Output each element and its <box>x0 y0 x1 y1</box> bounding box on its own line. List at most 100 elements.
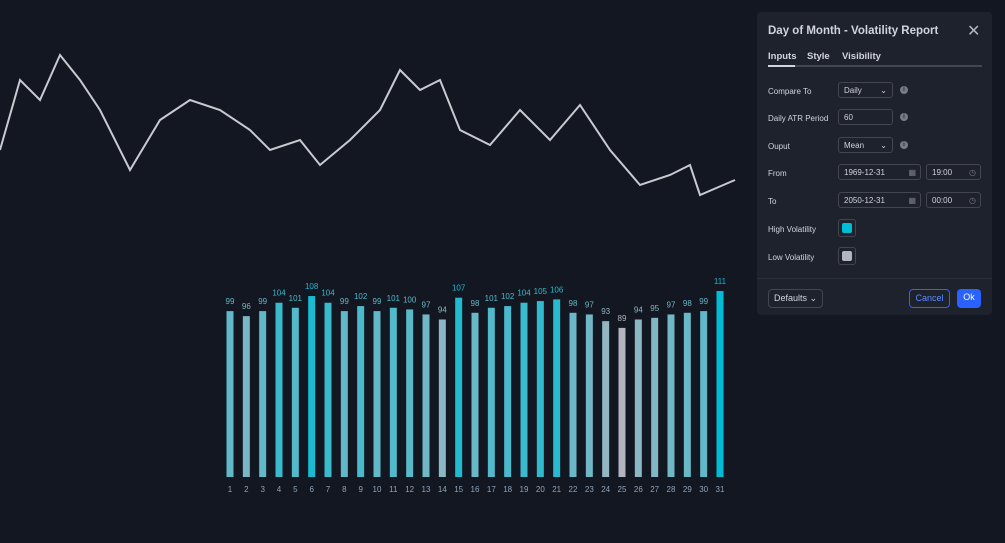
value-label: 97 <box>585 300 594 309</box>
tab[interactable]: Style <box>807 51 830 62</box>
bar <box>667 314 675 477</box>
cancel-button[interactable]: Cancel <box>909 289 950 308</box>
defaults-dropdown[interactable]: Defaults ⌄ <box>768 289 823 308</box>
bar <box>618 327 626 477</box>
value: Defaults <box>774 293 808 303</box>
x-tick-label: 27 <box>650 485 659 494</box>
label: Low Volatility <box>768 253 815 262</box>
x-tick-label: 14 <box>438 485 447 494</box>
bar <box>683 312 691 477</box>
color-swatch[interactable] <box>838 247 856 265</box>
x-tick-label: 22 <box>569 485 578 494</box>
value-label: 101 <box>289 294 303 303</box>
bar <box>700 311 708 477</box>
dropdown[interactable]: Daily ⌄ <box>838 82 893 98</box>
x-tick-label: 23 <box>585 485 594 494</box>
label: Ouput <box>768 142 790 151</box>
bar <box>504 306 512 477</box>
value-label: 97 <box>667 300 676 309</box>
settings-dialog: Day of Month - Volatility Report ✕ Input… <box>757 12 992 315</box>
x-tick-label: 18 <box>503 485 512 494</box>
info-icon[interactable]: i <box>900 141 908 149</box>
x-tick-label: 28 <box>667 485 676 494</box>
value-label: 95 <box>650 304 659 313</box>
x-tick-label: 26 <box>634 485 643 494</box>
value-label: 102 <box>501 292 515 301</box>
x-tick-label: 11 <box>389 485 398 494</box>
value: 2050-12-31 <box>844 196 885 205</box>
x-tick-label: 24 <box>601 485 610 494</box>
x-tick-label: 10 <box>373 485 382 494</box>
ok-button[interactable]: Ok <box>957 289 981 308</box>
label: From <box>768 169 787 178</box>
x-tick-label: 25 <box>618 485 627 494</box>
close-button[interactable]: ✕ <box>967 23 981 40</box>
value-label: 94 <box>438 305 447 314</box>
bar <box>585 314 593 477</box>
value-label: 104 <box>517 289 531 298</box>
label: High Volatility <box>768 225 817 234</box>
x-tick-label: 17 <box>487 485 496 494</box>
value-label: 108 <box>305 282 319 291</box>
tab[interactable]: Inputs <box>768 51 797 62</box>
x-tick-label: 13 <box>422 485 431 494</box>
tab[interactable]: Visibility <box>842 51 881 62</box>
x-tick-label: 19 <box>520 485 529 494</box>
value: 00:00 <box>932 196 953 205</box>
value-label: 98 <box>471 299 480 308</box>
bar <box>536 301 544 477</box>
tab-bar <box>768 65 982 67</box>
dialog-title: Day of Month - Volatility Report <box>768 25 939 37</box>
info-icon[interactable]: i <box>900 113 908 121</box>
x-tick-label: 20 <box>536 485 545 494</box>
bar <box>634 319 642 477</box>
value-label: 99 <box>373 297 382 306</box>
value: 1969-12-31 <box>844 168 885 177</box>
dropdown[interactable]: Mean ⌄ <box>838 137 893 153</box>
date-input[interactable]: 2050-12-31 ▦ <box>838 192 921 208</box>
bar <box>651 317 659 477</box>
bar <box>422 314 430 477</box>
color-swatch[interactable] <box>838 219 856 237</box>
time-input[interactable]: 19:00 ◷ <box>926 164 981 180</box>
date-input[interactable]: 1969-12-31 ▦ <box>838 164 921 180</box>
x-tick-label: 2 <box>244 485 249 494</box>
value-label: 96 <box>242 302 251 311</box>
value-label: 94 <box>634 305 643 314</box>
value-label: 106 <box>550 285 564 294</box>
value-label: 97 <box>422 300 431 309</box>
bar <box>438 319 446 477</box>
info-icon[interactable]: i <box>900 86 908 94</box>
bar <box>291 307 299 477</box>
value: 19:00 <box>932 168 953 177</box>
bar <box>487 307 495 477</box>
x-tick-label: 6 <box>309 485 314 494</box>
x-tick-label: 8 <box>342 485 347 494</box>
x-tick-label: 15 <box>454 485 463 494</box>
bar <box>340 311 348 477</box>
x-tick-label: 4 <box>277 485 282 494</box>
value-label: 104 <box>272 289 286 298</box>
value-label: 89 <box>618 314 627 323</box>
bar <box>275 302 283 477</box>
value-label: 99 <box>699 297 708 306</box>
value-label: 99 <box>226 297 235 306</box>
value-label: 101 <box>387 294 401 303</box>
value-label: 107 <box>452 284 466 293</box>
value-label: 99 <box>258 297 267 306</box>
bar <box>389 307 397 477</box>
bar <box>520 302 528 477</box>
price-line <box>0 53 736 197</box>
swatch-fill <box>842 223 852 233</box>
bar <box>716 291 724 477</box>
x-tick-label: 29 <box>683 485 692 494</box>
bar <box>242 316 250 477</box>
x-tick-label: 1 <box>228 485 233 494</box>
divider <box>757 278 992 279</box>
x-tick-label: 31 <box>716 485 725 494</box>
bar <box>373 311 381 477</box>
time-input[interactable]: 00:00 ◷ <box>926 192 981 208</box>
number-input[interactable]: 60 <box>838 109 893 125</box>
